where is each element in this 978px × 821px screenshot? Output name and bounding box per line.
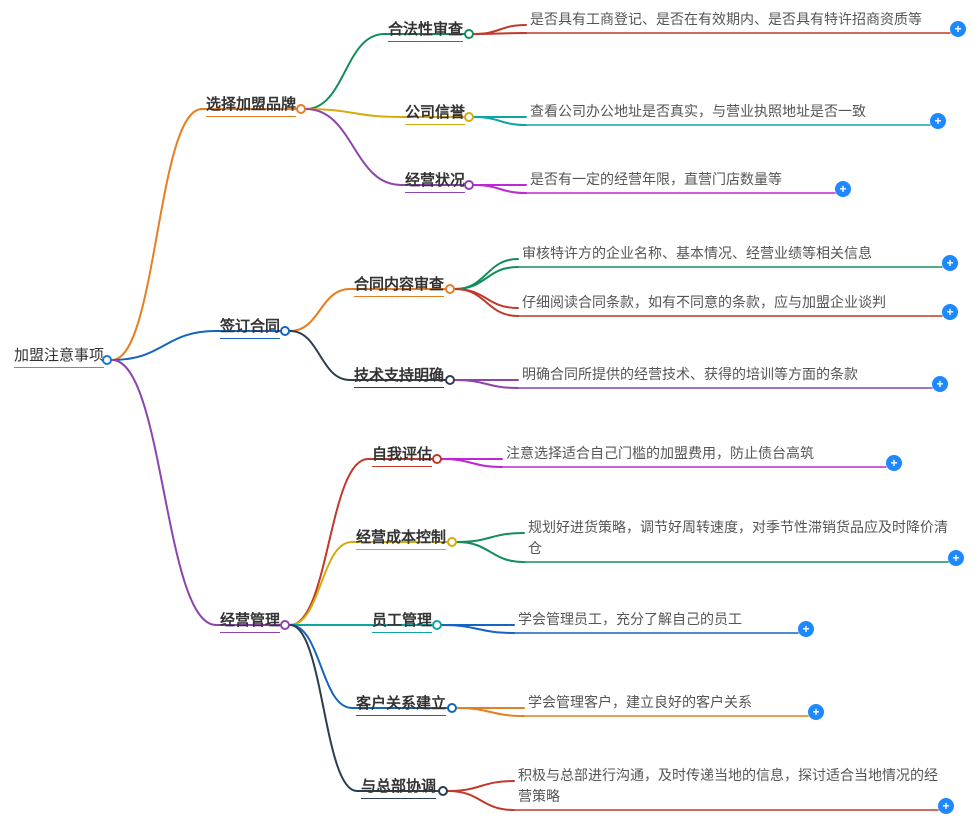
leaf-b2c1l2: 仔细阅读合同条款，如有不同意的条款，应与加盟企业谈判 bbox=[522, 292, 942, 315]
expand-b3c4l1[interactable] bbox=[808, 704, 824, 720]
leaf-b3c1l1: 注意选择适合自己门槛的加盟费用，防止债台高筑 bbox=[506, 443, 886, 466]
expand-b3c3l1[interactable] bbox=[798, 621, 814, 637]
leaf-b3c5l1: 积极与总部进行沟通，及时传递当地的信息，探讨适合当地情况的经营策略 bbox=[518, 765, 938, 809]
subnode-b1c3: 经营状况 bbox=[405, 169, 465, 193]
leaf-b2c1l1: 审核特许方的企业名称、基本情况、经营业绩等相关信息 bbox=[522, 243, 942, 266]
subnode-b1c1: 合法性审查 bbox=[388, 18, 463, 42]
expand-b1c3l1[interactable] bbox=[835, 181, 851, 197]
subnode-b3c3: 员工管理 bbox=[372, 609, 432, 633]
expand-b3c2l1[interactable] bbox=[948, 550, 964, 566]
expand-b2c1l2[interactable] bbox=[942, 304, 958, 320]
expand-b1c2l1[interactable] bbox=[930, 113, 946, 129]
subnode-b2c1: 合同内容审查 bbox=[354, 273, 444, 297]
subnode-dot-b3c2 bbox=[447, 537, 457, 547]
subnode-dot-b2c2 bbox=[445, 375, 455, 385]
root-dot bbox=[102, 355, 112, 365]
subnode-dot-b3c3 bbox=[432, 620, 442, 630]
branch-dot-b2 bbox=[280, 326, 290, 336]
branch-b2: 签订合同 bbox=[220, 315, 280, 339]
leaf-b2c2l1: 明确合同所提供的经营技术、获得的培训等方面的条款 bbox=[522, 364, 932, 387]
leaf-b3c3l1: 学会管理员工，充分了解自己的员工 bbox=[518, 609, 798, 632]
subnode-dot-b2c1 bbox=[445, 284, 455, 294]
leaf-b3c4l1: 学会管理客户，建立良好的客户关系 bbox=[528, 692, 808, 715]
subnode-dot-b1c3 bbox=[464, 180, 474, 190]
expand-b3c1l1[interactable] bbox=[886, 455, 902, 471]
subnode-b3c1: 自我评估 bbox=[372, 443, 432, 467]
branch-dot-b3 bbox=[280, 620, 290, 630]
subnode-b2c2: 技术支持明确 bbox=[354, 364, 444, 388]
subnode-b3c4: 客户关系建立 bbox=[356, 692, 446, 716]
subnode-b3c5: 与总部协调 bbox=[361, 775, 436, 799]
subnode-b1c2: 公司信誉 bbox=[405, 101, 465, 125]
subnode-dot-b3c4 bbox=[447, 703, 457, 713]
root-node: 加盟注意事项 bbox=[14, 344, 104, 368]
subnode-b3c2: 经营成本控制 bbox=[356, 526, 446, 550]
subnode-dot-b3c5 bbox=[438, 786, 448, 796]
leaf-b1c1l1: 是否具有工商登记、是否在有效期内、是否具有特许招商资质等 bbox=[530, 9, 950, 32]
expand-b3c5l1[interactable] bbox=[938, 798, 954, 814]
subnode-dot-b3c1 bbox=[432, 454, 442, 464]
branch-dot-b1 bbox=[296, 104, 306, 114]
leaf-b3c2l1: 规划好进货策略，调节好周转速度，对季节性滞销货品应及时降价清仓 bbox=[528, 517, 948, 561]
expand-b1c1l1[interactable] bbox=[950, 21, 966, 37]
branch-b3: 经营管理 bbox=[220, 609, 280, 633]
subnode-dot-b1c1 bbox=[464, 29, 474, 39]
subnode-dot-b1c2 bbox=[464, 112, 474, 122]
expand-b2c1l1[interactable] bbox=[942, 255, 958, 271]
branch-b1: 选择加盟品牌 bbox=[206, 93, 296, 117]
leaf-b1c2l1: 查看公司办公地址是否真实，与营业执照地址是否一致 bbox=[530, 101, 930, 124]
expand-b2c2l1[interactable] bbox=[932, 376, 948, 392]
leaf-b1c3l1: 是否有一定的经营年限，直营门店数量等 bbox=[530, 169, 835, 192]
